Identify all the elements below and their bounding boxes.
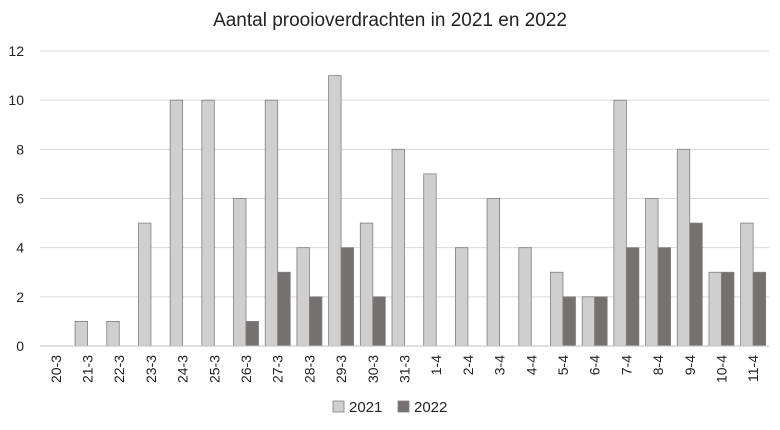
x-tick-label: 1-4 [428,355,444,375]
x-tick-label: 7-4 [618,355,634,375]
x-tick-label: 30-3 [365,355,381,383]
bar-2021-26-3 [233,198,247,347]
bar-2021-8-4 [645,198,659,347]
x-tick-label: 22-3 [111,355,127,383]
x-tick-label: 2-4 [460,355,476,375]
bar-2021-10-4 [708,271,722,347]
y-tick-label: 6 [16,191,24,207]
x-tick-label: 24-3 [175,355,191,383]
bar-2021-4-4 [518,247,532,347]
x-tick-label: 25-3 [206,355,222,383]
bar-2021-11-4 [740,222,754,347]
bar-2021-31-3 [391,148,405,347]
x-tick-label: 28-3 [301,355,317,383]
x-tick-label: 27-3 [270,355,286,383]
x-tick-label: 23-3 [143,355,159,383]
y-tick-label: 10 [8,92,24,108]
bar-2021-24-3 [169,99,184,347]
bar-2021-3-4 [486,198,500,347]
bar-2021-28-3 [296,247,310,347]
bar-2021-7-4 [613,99,627,347]
bar-2022-28-3 [309,296,323,347]
bar-2022-7-4 [625,247,640,347]
x-tick-label: 11-4 [745,355,761,382]
bar-2022-26-3 [245,321,259,347]
bar-2022-10-4 [721,271,735,347]
x-tick-label: 3-4 [492,355,508,375]
y-tick-label: 2 [16,289,24,305]
x-tick-label: 26-3 [238,355,254,383]
bar-2021-30-3 [359,222,374,347]
bar-2021-9-4 [676,148,691,347]
legend-label-2021: 2021 [349,399,382,416]
bar-2021-5-4 [550,271,564,347]
x-tick-label: 21-3 [80,355,96,383]
x-tick-label: 29-3 [333,355,349,383]
x-tick-label: 10-4 [713,355,729,383]
bar-2022-9-4 [689,222,703,347]
bar-2021-2-4 [454,247,469,347]
bar-2022-29-3 [340,247,355,347]
legend-swatch-2022 [397,400,410,413]
x-tick-label: 20-3 [48,355,64,383]
y-tick-label: 0 [16,338,24,354]
bar-2022-27-3 [277,271,291,347]
x-tick-label: 4-4 [523,355,539,375]
x-tick-label: 5-4 [555,355,571,375]
chart-title: Aantal prooioverdrachten in 2021 en 2022 [213,10,567,31]
bar-2022-11-4 [752,271,767,347]
bar-2021-23-3 [138,222,152,347]
bar-2022-6-4 [594,296,608,347]
legend-label-2022: 2022 [414,399,447,416]
y-tick-label: 4 [16,240,24,256]
bar-2021-21-3 [74,321,88,347]
x-tick-label: 31-3 [397,355,413,383]
bar-2021-29-3 [328,75,342,347]
x-tick-label: 8-4 [650,355,666,375]
x-tick-label: 6-4 [587,355,603,375]
bar-2021-6-4 [581,296,596,347]
x-tick-label: 9-4 [682,355,698,375]
y-tick-label: 8 [16,141,24,157]
bar-2021-27-3 [264,99,279,347]
y-tick-label: 12 [8,43,24,59]
bar-2022-8-4 [657,247,671,347]
bar-2022-30-3 [372,296,386,347]
bar-2021-25-3 [201,99,215,347]
legend-swatch-2021 [332,400,345,413]
bar-2021-22-3 [106,321,120,347]
bar-2022-5-4 [562,296,576,347]
bar-2021-1-4 [423,173,437,347]
